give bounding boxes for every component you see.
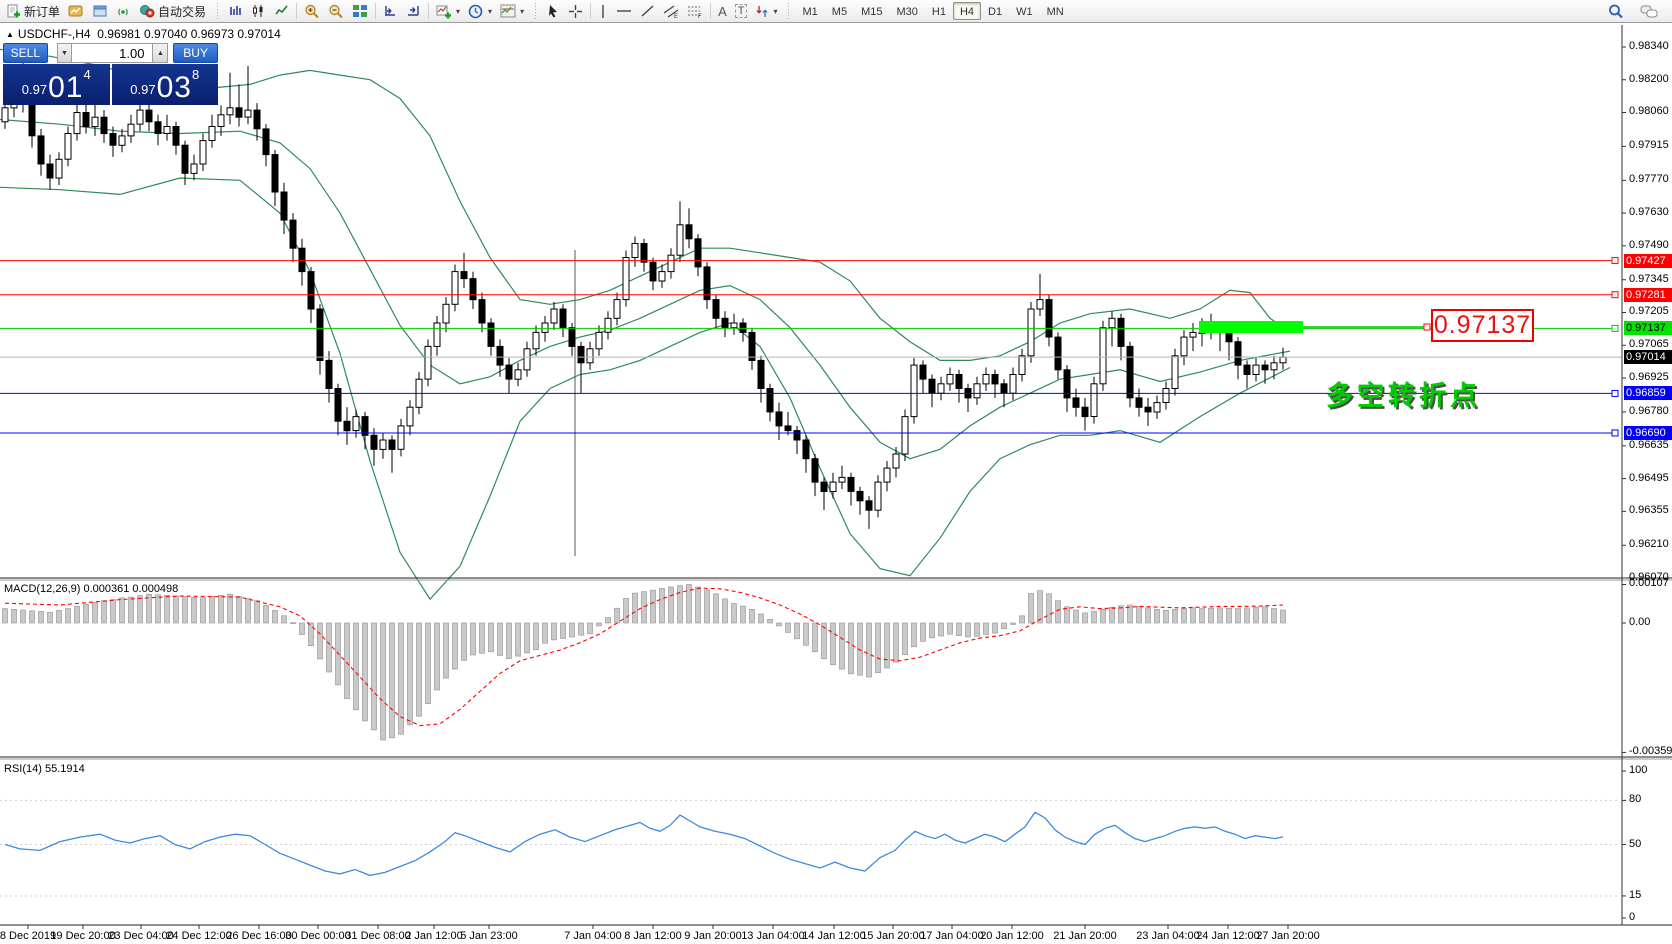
timeframe-mn-button[interactable]: MN: [1040, 2, 1071, 20]
volume-increase-button[interactable]: ▲: [152, 43, 169, 63]
toolbar-separator: [375, 3, 377, 19]
toolbar-separator: [590, 3, 592, 19]
auto-scroll-icon: [383, 4, 398, 18]
autotrade-label: 自动交易: [158, 4, 207, 19]
buy-price-big: 03: [156, 71, 192, 104]
periods-dropdown-icon[interactable]: ▾: [488, 6, 493, 16]
buy-price-prefix: 0.97: [130, 82, 156, 97]
toolbar-separator: [710, 3, 712, 19]
timeframe-m15-button[interactable]: M15: [854, 2, 889, 20]
text-button[interactable]: A: [714, 1, 731, 21]
chart-candles-button[interactable]: [247, 1, 270, 21]
toolbar-drag-handle[interactable]: [786, 3, 791, 19]
vertical-line-icon: [598, 4, 608, 19]
bar-chart-icon: [228, 4, 243, 18]
candlestick-icon: [251, 4, 266, 18]
toolbar-separator: [296, 3, 298, 19]
sell-button[interactable]: SELL: [3, 43, 48, 63]
chat-button[interactable]: [1636, 1, 1662, 21]
sell-price-pip: 4: [83, 67, 91, 82]
horizontal-line-icon: [616, 4, 632, 18]
tile-windows-button[interactable]: [348, 1, 372, 21]
timeframe-m5-button[interactable]: M5: [825, 2, 854, 20]
main-toolbar: 新订单 自动交易 ▾ ▾ ▾: [0, 0, 1672, 23]
trendline-icon: [640, 4, 655, 18]
signals-button[interactable]: [112, 1, 135, 21]
timeframe-h1-button[interactable]: H1: [925, 2, 953, 20]
toolbar-drag-handle[interactable]: [215, 3, 220, 19]
chart-shift-icon: [406, 4, 421, 18]
chart-shift-button[interactable]: [402, 1, 425, 21]
indicators-icon: [436, 4, 452, 19]
autotrade-icon: [139, 4, 155, 18]
sell-price-prefix: 0.97: [21, 82, 48, 97]
sell-price-big: 01: [48, 71, 84, 104]
new-order-icon: [6, 4, 21, 19]
signal-icon: [116, 4, 131, 18]
svg-text:E: E: [674, 14, 678, 19]
chart-bars-button[interactable]: [224, 1, 247, 21]
fibonacci-icon: F: [687, 4, 703, 19]
channel-icon: E: [663, 4, 679, 19]
timeframe-w1-button[interactable]: W1: [1009, 2, 1040, 20]
timeframe-h4-button[interactable]: H4: [952, 2, 981, 20]
indicators-button[interactable]: ▾: [432, 1, 464, 21]
arrows-dropdown-icon[interactable]: ▾: [773, 6, 778, 16]
templates-dropdown-icon[interactable]: ▾: [520, 6, 525, 16]
templates-button[interactable]: ▾: [496, 1, 528, 21]
volume-decrease-button[interactable]: ▼: [56, 43, 73, 63]
buy-button[interactable]: BUY: [173, 43, 218, 63]
new-chart-button[interactable]: [64, 1, 88, 21]
zoom-in-button[interactable]: [300, 1, 324, 21]
cursor-button[interactable]: [542, 1, 564, 21]
autotrade-button[interactable]: 自动交易: [135, 1, 210, 21]
trendline-button[interactable]: [636, 1, 659, 21]
one-click-trade-panel: SELL ▼ ▲ BUY 0.97 01 4 0.97 03 8: [3, 43, 218, 105]
crosshair-icon: [568, 4, 583, 19]
timeframe-d1-button[interactable]: D1: [981, 2, 1009, 20]
sell-price[interactable]: 0.97 01 4: [3, 64, 110, 105]
label-button[interactable]: T: [731, 1, 752, 21]
new-chart-icon: [68, 4, 84, 18]
chart-line-button[interactable]: [270, 1, 293, 21]
zoom-out-icon: [328, 4, 344, 19]
svg-text:F: F: [698, 14, 702, 19]
hline-button[interactable]: [612, 1, 636, 21]
line-chart-icon: [274, 4, 289, 18]
chat-icon: [1640, 4, 1658, 19]
profiles-icon: [92, 4, 108, 18]
profiles-button[interactable]: [88, 1, 112, 21]
arrows-icon: [755, 4, 769, 19]
search-icon: [1608, 4, 1624, 19]
toolbar-separator: [428, 3, 430, 19]
crosshair-button[interactable]: [564, 1, 587, 21]
vline-button[interactable]: [594, 1, 612, 21]
fibonacci-button[interactable]: F: [683, 1, 707, 21]
new-order-label: 新订单: [24, 4, 61, 19]
search-button[interactable]: [1604, 1, 1628, 21]
label-tool-icon: T: [734, 4, 748, 18]
new-order-button[interactable]: 新订单: [2, 1, 64, 21]
text-tool-icon: A: [718, 3, 727, 19]
buy-price-pip: 8: [191, 67, 200, 82]
timeframe-m30-button[interactable]: M30: [889, 2, 924, 20]
toolbar-drag-handle[interactable]: [533, 3, 538, 19]
zoom-in-icon: [304, 4, 320, 19]
timeframe-m1-button[interactable]: M1: [796, 2, 825, 20]
periods-button[interactable]: ▾: [464, 1, 496, 21]
tile-windows-icon: [352, 4, 368, 18]
buy-price[interactable]: 0.97 03 8: [111, 64, 218, 105]
templates-icon: [500, 4, 516, 18]
cursor-icon: [546, 4, 560, 19]
zoom-out-button[interactable]: [324, 1, 348, 21]
clock-icon: [468, 4, 484, 19]
auto-scroll-button[interactable]: [379, 1, 402, 21]
indicators-dropdown-icon[interactable]: ▾: [456, 6, 461, 16]
arrows-button[interactable]: ▾: [751, 1, 781, 21]
volume-input[interactable]: [72, 43, 153, 63]
channel-button[interactable]: E: [659, 1, 683, 21]
